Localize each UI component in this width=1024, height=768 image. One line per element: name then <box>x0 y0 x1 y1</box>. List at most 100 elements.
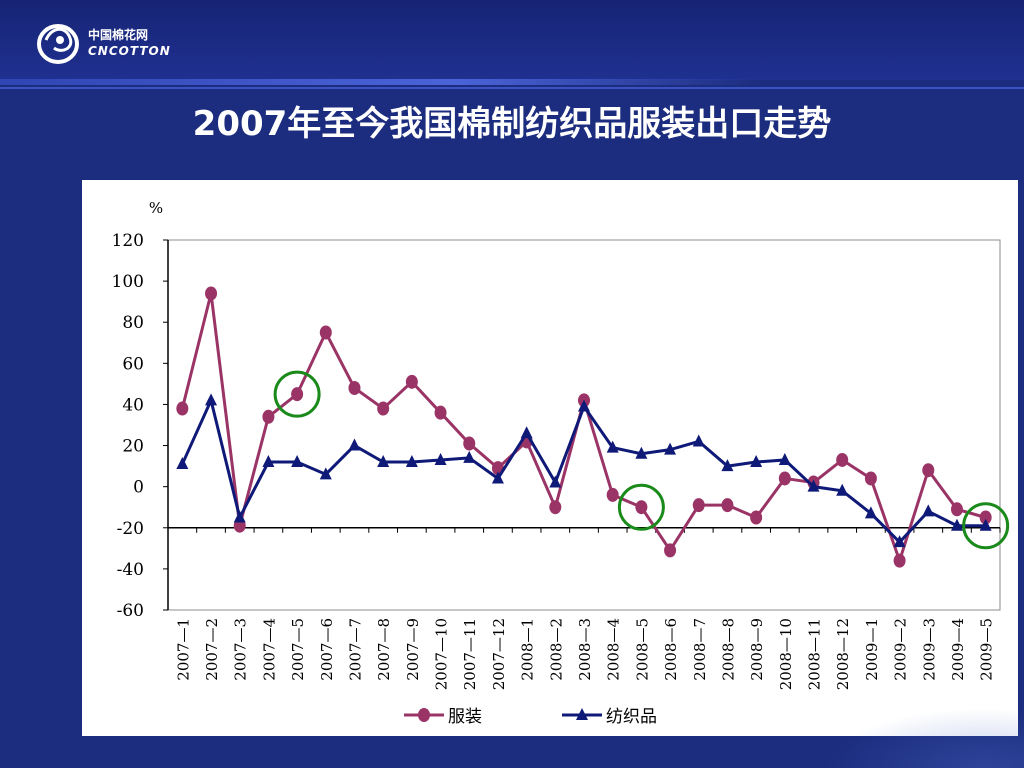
corner-decoration <box>824 708 1024 768</box>
series-point <box>836 452 849 467</box>
x-tick-label: 2007—12 <box>490 618 508 690</box>
x-tick-label: 2008—12 <box>834 618 852 690</box>
y-unit-label: % <box>149 199 163 217</box>
x-tick-label: 2008—5 <box>633 618 651 681</box>
series-point <box>377 455 390 467</box>
y-tick-label: -60 <box>117 601 144 621</box>
legend-label: 纺织品 <box>606 707 657 727</box>
series-point <box>491 471 504 484</box>
x-tick-label: 2007—5 <box>289 618 307 681</box>
legend-marker <box>576 708 588 720</box>
x-tick-label: 2007—6 <box>318 618 336 681</box>
series-point <box>635 500 648 515</box>
x-tick-label: 2009—5 <box>978 618 996 681</box>
series-point <box>262 455 275 467</box>
y-tick-label: 80 <box>122 313 144 333</box>
x-tick-label: 2008—3 <box>576 618 594 681</box>
header-bar: 中国棉花网 CNCOTTON <box>0 0 1024 80</box>
series-line <box>180 293 987 566</box>
series-line <box>180 395 986 545</box>
series-point <box>319 325 332 340</box>
series-point <box>233 510 246 523</box>
series-point <box>864 506 877 519</box>
x-tick-label: 2007—11 <box>461 618 479 690</box>
y-tick-label: 0 <box>133 478 144 498</box>
series-point <box>205 393 218 406</box>
line-chart: 120 100 80 60 40 20 0 -20 -40 -60% 2007—1 2007—2 200… <box>112 199 1010 727</box>
series-point <box>922 463 935 478</box>
series-point <box>606 440 619 453</box>
series-point <box>463 450 476 463</box>
series-point <box>463 436 476 451</box>
series-point <box>664 442 677 455</box>
x-tick-label: 2008—4 <box>605 618 623 681</box>
series-point <box>176 401 189 416</box>
series-point <box>291 455 304 467</box>
series-point <box>721 459 734 472</box>
series-point <box>377 401 390 416</box>
x-tick-label: 2009—3 <box>920 618 938 681</box>
y-tick-label: -20 <box>117 519 144 539</box>
series-point <box>635 446 648 459</box>
series-point <box>950 518 963 531</box>
series-point <box>979 510 992 525</box>
legend-label: 服装 <box>448 707 482 727</box>
x-tick-label: 2008—9 <box>748 618 766 681</box>
x-tick-label: 2007—4 <box>260 618 278 681</box>
series-point <box>893 535 906 548</box>
series-point <box>807 479 820 492</box>
highlight-circle <box>962 502 1010 550</box>
series-point <box>778 452 791 465</box>
series-point <box>348 381 361 395</box>
series-point <box>549 500 562 515</box>
series-point <box>836 483 849 496</box>
y-tick-label: 120 <box>112 231 144 251</box>
series-point <box>979 518 992 531</box>
y-tick-label: 100 <box>112 272 144 292</box>
legend-marker <box>418 708 430 722</box>
x-tick-label: 2008—1 <box>519 618 537 681</box>
series-point <box>922 504 935 517</box>
series-point <box>262 409 275 424</box>
logo-english-text: CNCOTTON <box>88 44 171 58</box>
series-point <box>750 455 763 467</box>
x-tick-label: 2008—11 <box>806 618 824 690</box>
series-point <box>520 426 533 439</box>
series-point <box>348 438 361 451</box>
x-tick-label: 2007—9 <box>404 618 422 681</box>
slide-title: 2007年至今我国棉制纺织品服装出口走势 <box>192 104 832 144</box>
series-point <box>778 471 791 486</box>
x-tick-label: 2008—2 <box>547 618 565 681</box>
y-tick-label: 60 <box>122 354 144 374</box>
y-tick-label: 40 <box>122 395 144 415</box>
series-point <box>205 286 218 301</box>
x-tick-label: 2007—8 <box>375 618 393 681</box>
series-point <box>950 502 963 517</box>
chart-panel: 120 100 80 60 40 20 0 -20 -40 -60% 2007—1 2007—2 200… <box>82 180 1018 736</box>
series-point <box>692 498 705 513</box>
x-tick-label: 2008—7 <box>691 618 709 681</box>
x-tick-label: 2007—3 <box>232 618 250 681</box>
plot-area <box>167 239 1001 611</box>
x-tick-label: 2007—7 <box>346 618 364 681</box>
x-tick-label: 2009—2 <box>892 618 910 681</box>
highlight-circle <box>617 483 665 531</box>
x-tick-label: 2007—2 <box>203 618 221 681</box>
x-tick-label: 2008—6 <box>662 618 680 681</box>
series-point <box>176 457 189 470</box>
highlight-circle <box>273 370 321 418</box>
x-tick-label: 2009—1 <box>863 618 881 681</box>
series-point <box>405 455 418 467</box>
series-point <box>664 543 677 558</box>
y-tick-label: 20 <box>122 437 144 457</box>
cncotton-logo: 中国棉花网 CNCOTTON <box>36 18 186 68</box>
series-point <box>434 452 447 465</box>
series-point <box>578 399 590 412</box>
series-point <box>434 405 447 420</box>
series-point <box>721 498 734 513</box>
series-point <box>549 475 562 488</box>
cotton-logo-icon <box>37 24 79 64</box>
x-tick-label: 2009—4 <box>949 618 967 681</box>
x-tick-label: 2008—8 <box>719 618 737 681</box>
series-point <box>291 387 304 402</box>
